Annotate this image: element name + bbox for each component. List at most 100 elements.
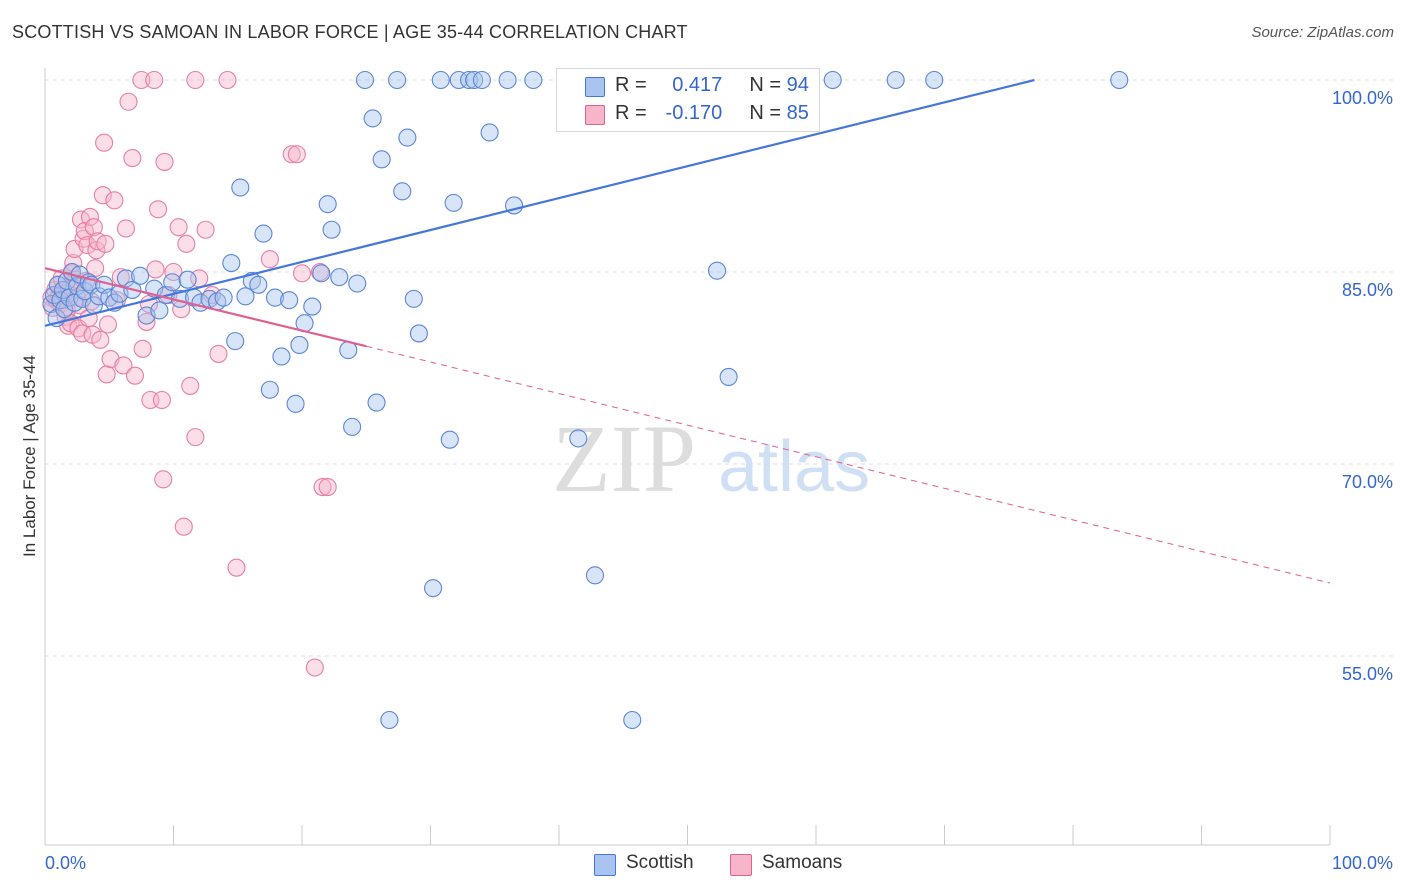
source-label: Source: ZipAtlas.com [1251,24,1394,41]
scottish-point [925,70,944,90]
samoans-point [177,234,196,253]
samoans-point [169,218,188,237]
scottish-point [424,579,443,598]
n-label: N = [749,74,782,96]
n-value: 94 [786,74,809,96]
samoans-point [149,200,168,219]
samoans-point [196,220,215,239]
samoans-point [227,558,246,577]
samoans-point [292,264,312,283]
legend-swatch-samoans [730,854,752,876]
samoans-point [260,250,279,269]
scottish-point [388,70,407,90]
scottish-point [569,429,588,448]
samoans-point [114,356,133,375]
y-tick-label: 85.0% [1342,280,1393,300]
scottish-point [623,710,642,730]
samoans-point [132,70,151,90]
scottish-point [330,268,349,287]
scottish-point [280,291,299,310]
n-value: 85 [786,102,809,124]
r-label: R = [615,102,647,124]
scottish-point [55,300,74,319]
stats-legend: R = 0.417 N = 94 R = -0.170 N = 85 [556,68,820,132]
chart-title: SCOTTISH VS SAMOAN IN LABOR FORCE | AGE … [12,22,688,42]
samoans-point [133,339,152,358]
scottish-point [431,70,450,90]
scottish-point [222,253,241,273]
scottish-trend-line [44,78,1035,327]
scottish-point [178,270,197,289]
samoans-point [218,70,237,90]
scottish-point [53,280,73,299]
scottish-point [409,324,428,343]
samoans-point [123,149,142,168]
scottish-point [48,275,67,294]
samoans-point [305,658,324,677]
samoans-point [137,312,156,331]
scottish-point [348,274,367,293]
r-label: R = [615,74,647,96]
scottish-point [265,288,285,307]
legend-swatch-scottish [585,77,605,97]
watermark-atlas: atlas [718,427,870,507]
legend-row-samoans: R = -0.170 N = 85 [615,102,809,125]
scottish-point [75,282,94,301]
samoans-point [186,428,205,447]
samoans-point [93,186,112,205]
scottish-point [226,332,245,351]
samoans-point [91,330,110,349]
scottish-point [355,70,375,90]
scottish-point [312,264,331,283]
scottish-point [404,289,423,308]
samoans-point [186,70,205,90]
scottish-point [708,261,727,280]
grid-lines [45,79,1395,657]
scottish-point [150,301,169,320]
scottish-point [465,70,484,90]
samoans-point [96,234,115,253]
samoans-trend-extension [366,345,1331,584]
scottish-point [163,273,182,292]
legend-swatch-samoans [585,105,605,125]
trend-lines [44,78,1331,584]
samoans-point [97,365,116,384]
samoans-trend-line [44,267,367,348]
scottish-point [236,287,255,306]
samoans-point [318,477,337,497]
samoans-point [154,470,173,489]
samoans-point [310,262,330,282]
scottish-point [524,70,543,90]
scottish-point [286,394,305,413]
watermark-zip: ZIP [552,405,696,512]
scottish-point [444,193,463,212]
scottish-point [886,70,905,90]
scottish-point [380,710,399,730]
samoans-point [287,145,306,164]
samoans-point [145,70,164,90]
scottish-point [823,70,842,90]
samoans-point [80,207,100,227]
scottish-point [459,70,479,90]
scottish-point [372,150,391,169]
samoans-point [119,92,138,111]
scottish-point [1110,70,1129,90]
scottish-point [393,182,412,201]
scottish-point [719,367,738,387]
legend-label-scottish: Scottish [626,852,694,873]
watermark: ZIP atlas [552,405,870,512]
samoans-point [75,221,94,241]
scottish-point [367,393,386,412]
samoans-point [152,390,171,410]
legend-label-samoans: Samoans [762,852,843,873]
scottish-point [254,224,273,243]
scottish-point [231,178,250,197]
scottish-point [585,566,605,585]
samoans-point [84,218,103,237]
samoans-point [209,344,228,363]
samoans-point [87,241,106,260]
legend-row-scottish: R = 0.417 N = 94 [615,74,809,97]
scottish-point [322,220,341,239]
samoans-point [313,477,332,497]
